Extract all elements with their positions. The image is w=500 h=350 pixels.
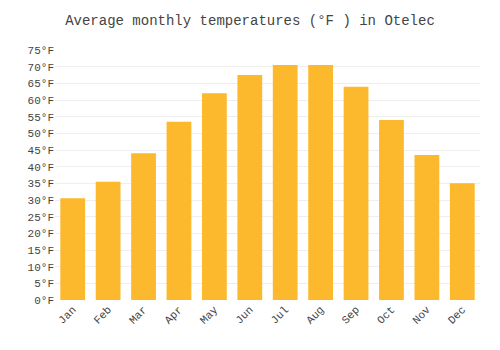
svg-text:5°F: 5°F — [34, 278, 54, 290]
svg-text:0°F: 0°F — [34, 295, 54, 307]
svg-text:Jun: Jun — [233, 304, 255, 326]
svg-text:Apr: Apr — [162, 304, 184, 326]
svg-text:20°F: 20°F — [28, 228, 54, 240]
svg-text:Dec: Dec — [446, 304, 468, 326]
svg-text:75°F: 75°F — [28, 45, 54, 57]
svg-text:Aug: Aug — [304, 304, 326, 326]
svg-text:30°F: 30°F — [28, 195, 54, 207]
svg-text:Jan: Jan — [56, 304, 78, 326]
svg-text:Oct: Oct — [375, 304, 397, 326]
svg-text:Nov: Nov — [410, 304, 433, 327]
svg-text:May: May — [198, 304, 221, 327]
svg-text:Jul: Jul — [269, 304, 291, 326]
svg-text:25°F: 25°F — [28, 212, 54, 224]
svg-text:70°F: 70°F — [28, 62, 54, 74]
svg-text:Average monthly temperatures (: Average monthly temperatures (°F ) in Ot… — [65, 13, 435, 29]
svg-text:Mar: Mar — [127, 304, 149, 326]
svg-text:35°F: 35°F — [28, 178, 54, 190]
svg-text:65°F: 65°F — [28, 78, 54, 90]
svg-text:55°F: 55°F — [28, 112, 54, 124]
svg-text:15°F: 15°F — [28, 245, 54, 257]
svg-text:45°F: 45°F — [28, 145, 54, 157]
svg-text:10°F: 10°F — [28, 262, 54, 274]
svg-text:40°F: 40°F — [28, 162, 54, 174]
svg-text:60°F: 60°F — [28, 95, 54, 107]
svg-text:Sep: Sep — [340, 304, 362, 326]
svg-text:Feb: Feb — [92, 304, 114, 326]
svg-text:50°F: 50°F — [28, 128, 54, 140]
